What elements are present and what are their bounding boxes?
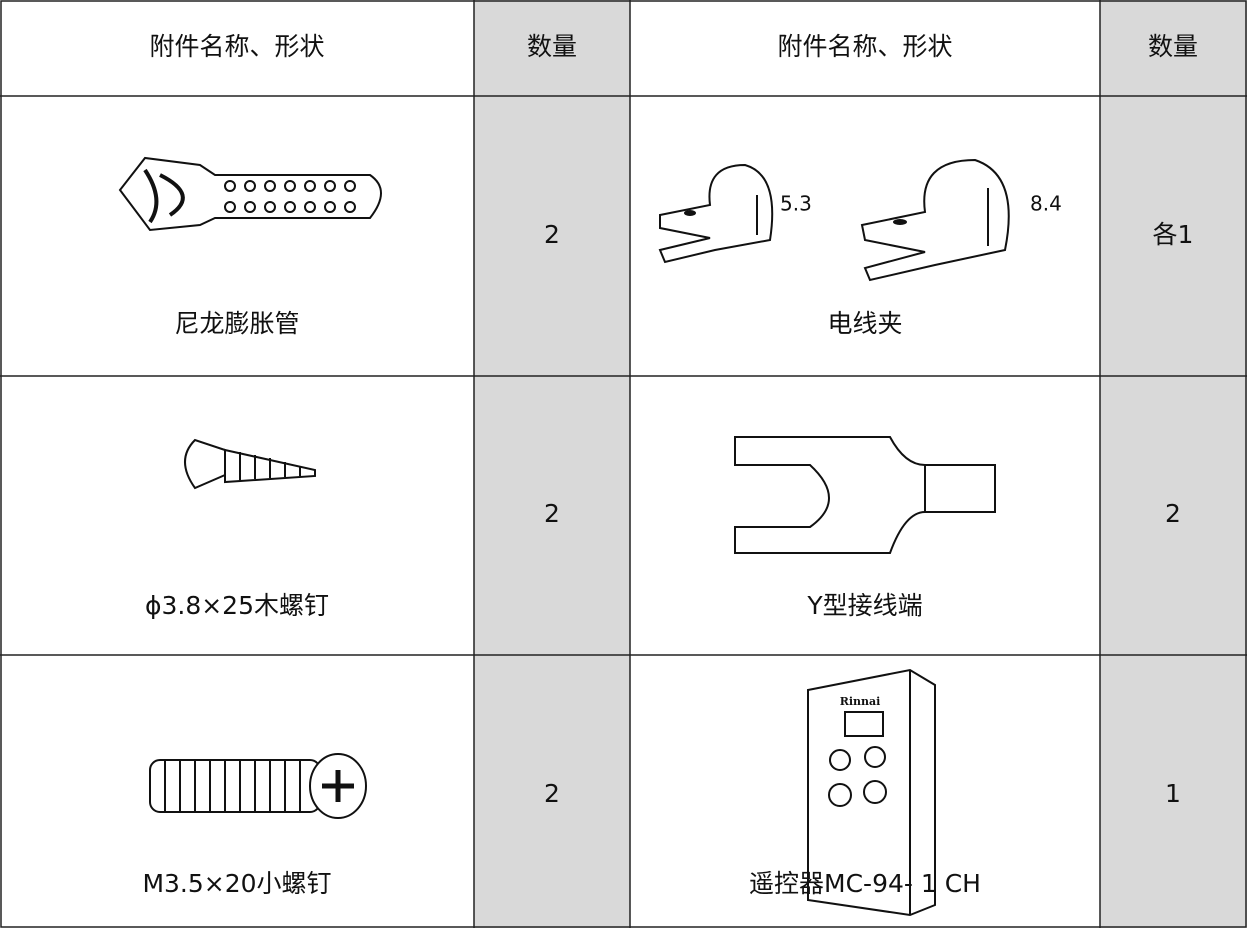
item-qty: 2 bbox=[544, 499, 560, 528]
item-name: 尼龙膨胀管 bbox=[174, 309, 299, 338]
clip-size: 8.4 bbox=[1030, 192, 1062, 216]
item-qty: 1 bbox=[1165, 779, 1181, 808]
y-terminal-icon bbox=[734, 436, 996, 554]
qty-column-bg bbox=[1100, 0, 1247, 928]
item-qty: 各1 bbox=[1153, 220, 1194, 249]
header-cell: 附件名称、形状 bbox=[149, 32, 324, 61]
header-cell: 数量 bbox=[1148, 32, 1198, 61]
remote-brand: Rinnai bbox=[840, 695, 881, 708]
item-name: Y型接线端 bbox=[806, 591, 922, 620]
wire-clip-icon bbox=[658, 158, 1010, 282]
item-name: 电线夹 bbox=[827, 309, 902, 338]
machine-screw-icon bbox=[149, 753, 367, 819]
header-cell: 附件名称、形状 bbox=[777, 32, 952, 61]
header-cell: 数量 bbox=[527, 32, 577, 61]
item-name: M3.5×20小螺钉 bbox=[142, 869, 331, 898]
item-name: ϕ3.8×25木螺钉 bbox=[145, 591, 329, 620]
item-qty: 2 bbox=[1165, 499, 1181, 528]
wood-screw-icon bbox=[184, 438, 316, 490]
remote-control-icon bbox=[807, 668, 936, 917]
nylon-anchor-icon bbox=[118, 156, 382, 232]
item-name: 遥控器MC-94- 1 CH bbox=[749, 869, 981, 898]
item-qty: 2 bbox=[544, 779, 560, 808]
item-qty: 2 bbox=[544, 220, 560, 249]
clip-size: 5.3 bbox=[780, 192, 812, 216]
qty-column-bg bbox=[474, 0, 630, 928]
